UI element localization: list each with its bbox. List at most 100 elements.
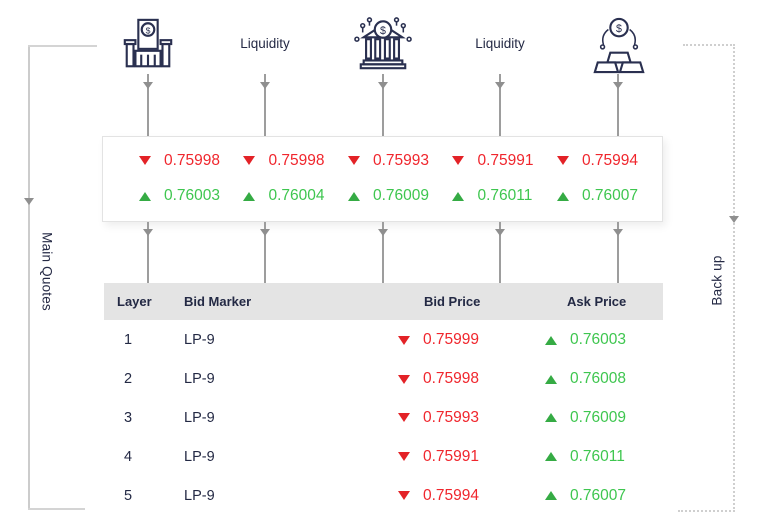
- arrow-down-red-icon: [347, 156, 360, 166]
- connector-line: [499, 222, 501, 283]
- arrow-up-green-icon: [545, 491, 557, 501]
- bid-marker-cell: LP-9: [184, 487, 215, 504]
- arrow-up-green-icon: [139, 191, 151, 201]
- bid-price-cell: 0.75998: [398, 370, 545, 388]
- gold-bars-icon: $: [590, 16, 648, 74]
- arrow-up-green-icon: [556, 191, 569, 201]
- layer-cell: 2: [124, 371, 133, 388]
- backup-label: Back up: [709, 255, 725, 306]
- liquidity-label: Liquidity: [240, 36, 290, 51]
- arrow-up-green-icon: [545, 374, 557, 384]
- arrow-down-icon: [143, 229, 153, 236]
- arrow-down-icon: [729, 216, 739, 223]
- arrow-up-green-icon: [545, 413, 557, 423]
- ask-price-cell: 0.76003: [545, 331, 663, 349]
- ask-quote: 0.76009: [347, 186, 429, 208]
- main-quotes-bracket-line: [28, 45, 30, 510]
- quote-column: 0.75998 0.76004: [243, 150, 325, 221]
- aggregated-quotes-panel: 0.75998 0.76003 0.75998 0.76004 0.75993 …: [102, 136, 663, 222]
- connector-line: [382, 222, 384, 283]
- ask-quote: 0.76004: [243, 186, 325, 208]
- ask-quote: 0.76007: [556, 186, 638, 208]
- layer-cell: 5: [124, 487, 133, 504]
- header-bid-marker: Bid Marker: [184, 294, 252, 309]
- ask-price-cell: 0.76007: [545, 487, 663, 505]
- arrow-up-green-icon: [452, 191, 465, 201]
- quote-column: 0.75993 0.76009: [347, 150, 429, 221]
- arrow-up-green-icon: [243, 191, 256, 201]
- arrow-down-icon: [24, 198, 34, 205]
- bid-marker-cell: LP-9: [184, 332, 215, 349]
- main-quotes-bracket-top: [28, 45, 97, 47]
- liquidity-label: Liquidity: [475, 36, 525, 51]
- bid-price-cell: 0.75993: [398, 409, 545, 427]
- connector-line: [617, 222, 619, 283]
- arrow-down-icon: [495, 229, 505, 236]
- arrow-down-icon: [260, 82, 270, 89]
- arrow-down-icon: [613, 229, 623, 236]
- bid-marker-cell: LP-9: [184, 409, 215, 426]
- bid-price-cell: 0.75999: [398, 331, 545, 349]
- arrow-up-green-icon: [545, 335, 557, 345]
- table-row: 2 LP-9 0.75998 0.76008: [104, 360, 663, 399]
- arrow-down-red-icon: [398, 491, 410, 501]
- main-quotes-label: Main Quotes: [39, 232, 55, 311]
- connector-line: [264, 74, 266, 136]
- svg-text:$: $: [380, 25, 386, 37]
- ask-quote: 0.76011: [452, 186, 533, 208]
- arrow-down-red-icon: [398, 335, 410, 345]
- arrow-down-red-icon: [452, 156, 465, 166]
- arrow-down-icon: [260, 229, 270, 236]
- bid-marker-cell: LP-9: [184, 448, 215, 465]
- arrow-down-icon: [143, 82, 153, 89]
- depth-table-body: 1 LP-9 0.75999 0.76003 2 LP-9 0.75998 0.…: [104, 321, 663, 515]
- quote-column: 0.75991 0.76011: [452, 150, 533, 221]
- connector-line: [147, 74, 149, 136]
- connector-line: [147, 222, 149, 283]
- arrow-down-icon: [378, 229, 388, 236]
- table-row: 5 LP-9 0.75994 0.76007: [104, 476, 663, 515]
- backup-bracket-line: [733, 44, 735, 512]
- svg-text:$: $: [616, 23, 622, 35]
- table-row: 4 LP-9 0.75991 0.76011: [104, 437, 663, 476]
- backup-bracket-top: [683, 44, 735, 46]
- arrow-down-red-icon: [398, 413, 410, 423]
- layer-cell: 1: [124, 332, 133, 349]
- quote-column: 0.75998 0.76003: [139, 150, 220, 221]
- table-row: 1 LP-9 0.75999 0.76003: [104, 321, 663, 360]
- arrow-down-red-icon: [556, 156, 569, 166]
- arrow-down-icon: [378, 82, 388, 89]
- svg-text:$: $: [146, 25, 151, 35]
- bid-marker-cell: LP-9: [184, 371, 215, 388]
- backup-bracket-bottom: [678, 510, 735, 512]
- layer-cell: 4: [124, 448, 133, 465]
- arrow-down-icon: [495, 82, 505, 89]
- ask-price-cell: 0.76011: [545, 448, 663, 466]
- bid-price-cell: 0.75991: [398, 448, 545, 466]
- header-ask-price: Ask Price: [567, 294, 627, 309]
- arrow-down-icon: [613, 82, 623, 89]
- connector-line: [264, 222, 266, 283]
- arrow-up-green-icon: [347, 191, 360, 201]
- bid-price-cell: 0.75994: [398, 487, 545, 505]
- bank-columns-icon: $: [354, 16, 412, 74]
- ask-price-cell: 0.76009: [545, 409, 663, 427]
- arrow-down-red-icon: [139, 156, 151, 166]
- header-bid-price: Bid Price: [424, 294, 481, 309]
- bid-quote: 0.75991: [452, 150, 533, 172]
- quote-column: 0.75994 0.76007: [556, 150, 638, 221]
- connector-line: [617, 74, 619, 136]
- header-layer: Layer: [117, 294, 152, 309]
- depth-table-header: Layer Bid Marker Bid Price Ask Price: [104, 283, 663, 320]
- main-quotes-bracket-bottom: [28, 508, 85, 510]
- arrow-up-green-icon: [545, 452, 557, 462]
- bid-quote: 0.75998: [139, 150, 220, 172]
- table-row: 3 LP-9 0.75993 0.76009: [104, 399, 663, 438]
- arrow-down-red-icon: [398, 374, 410, 384]
- arrow-down-red-icon: [398, 452, 410, 462]
- layer-cell: 3: [124, 409, 133, 426]
- arrow-down-red-icon: [243, 156, 256, 166]
- bid-quote: 0.75994: [556, 150, 638, 172]
- bank-building-icon: $: [119, 16, 177, 74]
